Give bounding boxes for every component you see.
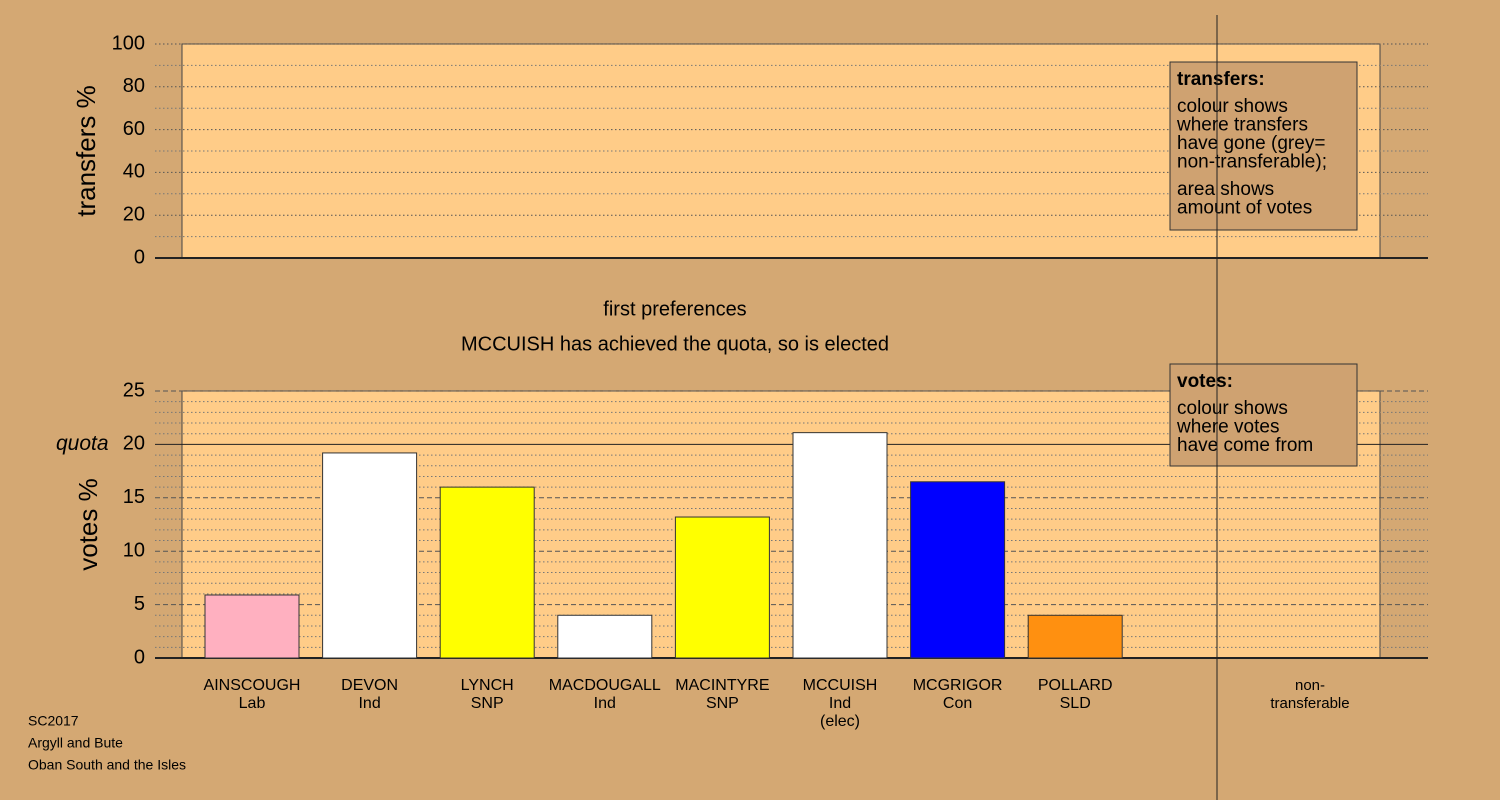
bar (792, 432, 888, 659)
legend-text: colour shows (1177, 398, 1288, 419)
legend-title: votes: (1177, 371, 1233, 392)
legend-text: have come from (1177, 435, 1313, 456)
x-tick-label: MACDOUGALL (549, 677, 661, 694)
bar (1027, 614, 1123, 659)
x-tick-label: MCCUISH (803, 677, 878, 694)
x-tick-label: SNP (471, 695, 504, 712)
x-tick-label: MACINTYRE (675, 677, 769, 694)
x-tick-label: SNP (706, 695, 739, 712)
x-tick-label: non- (1295, 677, 1325, 694)
x-tick-label: DEVON (341, 677, 398, 694)
y-tick-label: 10 (123, 539, 145, 561)
bar (557, 614, 653, 659)
x-tick-label: Ind (829, 695, 851, 712)
y-tick-label: 60 (123, 118, 145, 140)
y-tick-label: 0 (134, 246, 145, 268)
y-tick-label: 0 (134, 646, 145, 668)
legend-title: transfers: (1177, 69, 1265, 90)
y-tick-label: 40 (123, 161, 145, 183)
bar (910, 481, 1006, 659)
bar (674, 516, 770, 659)
y-tick-label: 80 (123, 75, 145, 97)
legend-text: amount of votes (1177, 198, 1312, 219)
footer-text: Argyll and Bute (28, 735, 123, 751)
reference-label: quota (56, 432, 109, 455)
x-tick-label: Ind (358, 695, 380, 712)
bar (204, 594, 300, 659)
y-tick-label: 15 (123, 486, 145, 508)
bar (322, 452, 418, 659)
chart-subtitle: MCCUISH has achieved the quota, so is el… (461, 333, 889, 355)
y-tick-label: 20 (123, 203, 145, 225)
x-tick-label: POLLARD (1038, 677, 1113, 694)
y-tick-label: 25 (123, 379, 145, 401)
y-tick-label: 100 (112, 32, 145, 54)
footer-text: SC2017 (28, 713, 79, 729)
x-tick-label: SLD (1060, 695, 1091, 712)
footer-text: Oban South and the Isles (28, 757, 186, 773)
legend-text: non-transferable); (1177, 152, 1327, 173)
legend-text: colour shows (1177, 96, 1288, 117)
y-axis-label: transfers % (71, 85, 101, 217)
x-tick-label: LYNCH (461, 677, 514, 694)
x-tick-label: (elec) (820, 713, 860, 730)
y-tick-label: 5 (134, 593, 145, 615)
legend-text: have gone (grey= (1177, 133, 1325, 154)
bar (439, 486, 535, 659)
x-tick-label: Con (943, 695, 972, 712)
legend-text: where votes (1176, 417, 1279, 438)
legend-box (1169, 61, 1358, 231)
legend-box (1169, 363, 1358, 467)
x-tick-label: AINSCOUGH (204, 677, 301, 694)
x-tick-label: transferable (1270, 695, 1349, 712)
x-tick-label: MCGRIGOR (913, 677, 1003, 694)
x-tick-label: Lab (239, 695, 266, 712)
y-tick-label: 20 (123, 433, 145, 455)
legend-text: area shows (1177, 179, 1274, 200)
legend-text: where transfers (1176, 115, 1308, 136)
chart-title: first preferences (603, 298, 746, 320)
x-tick-label: Ind (594, 695, 616, 712)
y-axis-label: votes % (73, 478, 103, 571)
